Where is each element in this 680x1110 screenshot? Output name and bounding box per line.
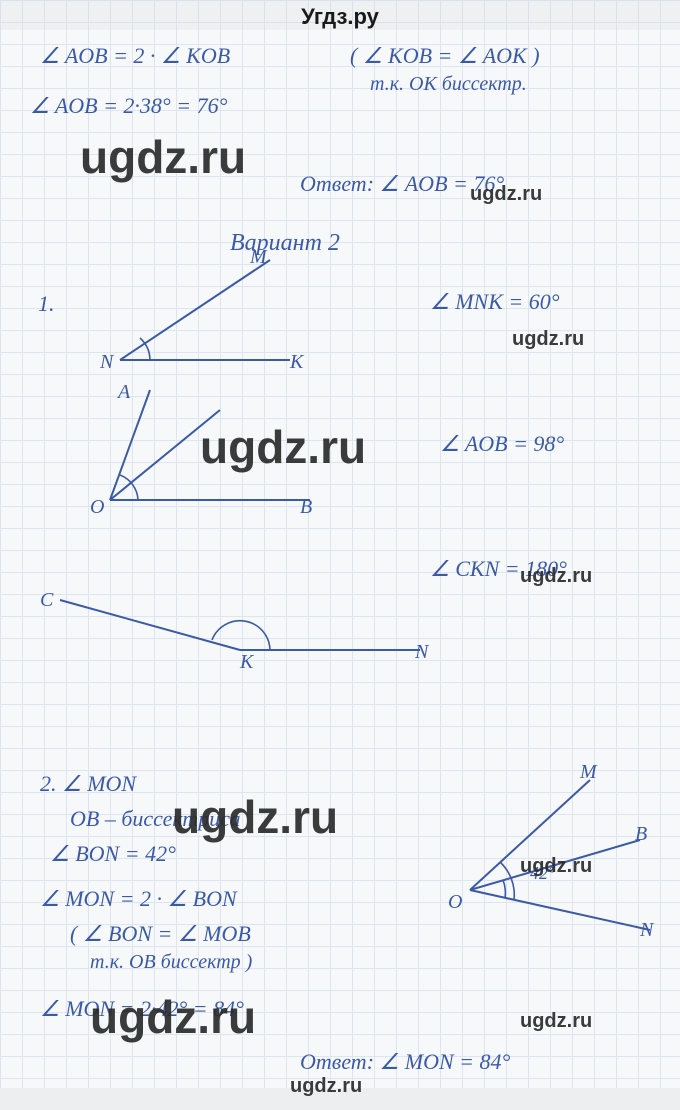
label-n-2: N — [415, 640, 428, 665]
line-ob-bisector-2: т.к. OB биссектр ) — [90, 950, 252, 975]
label-m-2: M — [580, 760, 597, 785]
paper-edge-bottom — [0, 1088, 680, 1110]
problem-2-line1: 2. ∠ MON — [40, 770, 136, 798]
line-ok-bisector: т.к. OK биссектр. — [370, 72, 527, 97]
diagram-mon — [430, 760, 660, 940]
label-o: O — [90, 495, 104, 520]
label-k-2: K — [240, 650, 253, 675]
problem-1-number: 1. — [38, 290, 55, 318]
label-42deg: 42° — [530, 862, 555, 885]
line-ob-bisector: OB – биссектриса — [70, 805, 240, 833]
label-c: C — [40, 588, 53, 613]
label-b-2: B — [635, 822, 647, 847]
heading-variant-2: Вариант 2 — [230, 228, 340, 258]
diagram-mnk — [100, 250, 300, 370]
line-answer-84: Ответ: ∠ MON = 84° — [300, 1048, 510, 1076]
label-n-3: N — [640, 918, 653, 943]
line-answer-76: Ответ: ∠ AOB = 76° — [300, 170, 504, 198]
label-m: M — [250, 245, 267, 270]
label-n: N — [100, 350, 113, 375]
label-a: A — [118, 380, 130, 405]
line-aob-eq-2kob: ∠ AOB = 2 · ∠ KOB — [40, 42, 230, 70]
line-mon-2bon: ∠ MON = 2 · ∠ BON — [40, 885, 237, 913]
line-kob-eq-aok: ( ∠ KOB = ∠ AOK ) — [350, 42, 540, 70]
line-bon-42: ∠ BON = 42° — [50, 840, 176, 868]
label-o-2: O — [448, 890, 462, 915]
label-b: B — [300, 495, 312, 520]
line-mon-84: ∠ MON = 2·42° = 84° — [40, 995, 244, 1023]
line-mnk-60: ∠ MNK = 60° — [430, 288, 560, 316]
label-k: K — [290, 350, 303, 375]
line-paren-bon-mob: ( ∠ BON = ∠ MOB — [70, 920, 251, 948]
line-ckn-180: ∠ CKN = 180° — [430, 555, 567, 583]
line-aob-76: ∠ AOB = 2·38° = 76° — [30, 92, 227, 120]
diagram-ckn — [50, 560, 430, 660]
line-aob-98: ∠ AOB = 98° — [440, 430, 564, 458]
site-header: Угдз.ру — [0, 4, 680, 30]
